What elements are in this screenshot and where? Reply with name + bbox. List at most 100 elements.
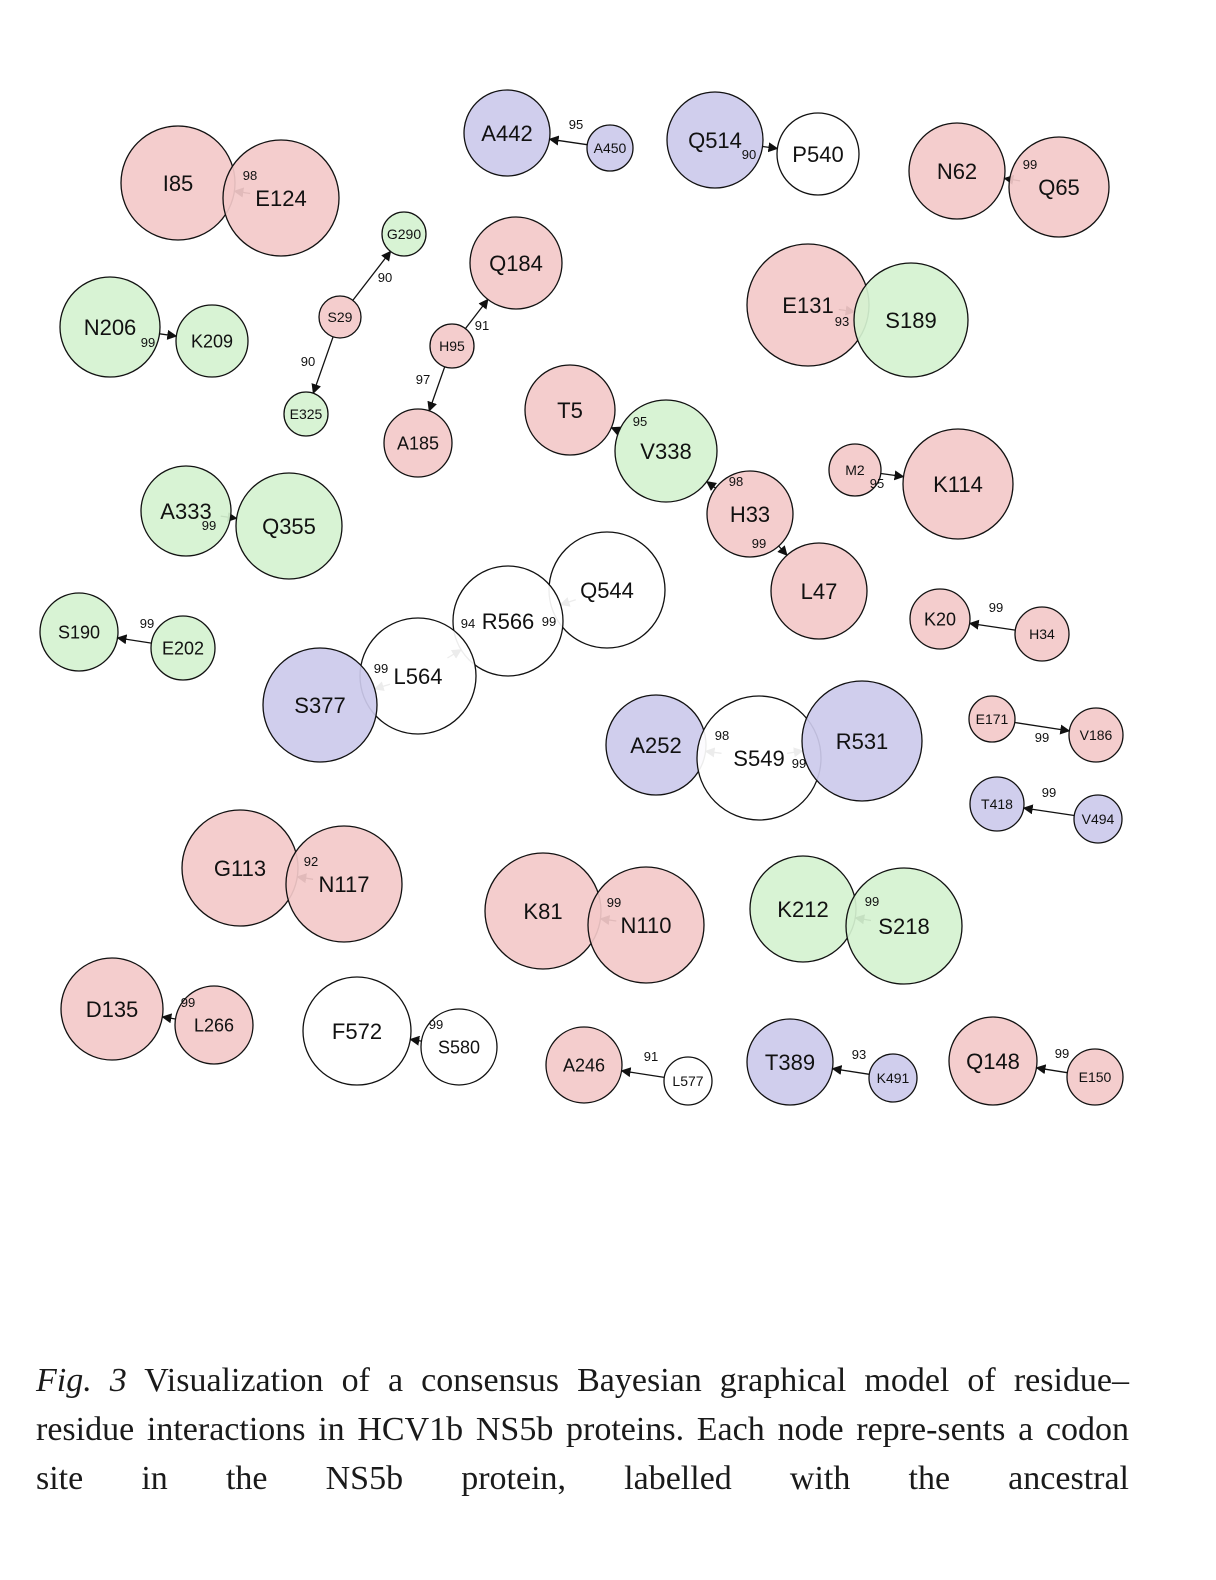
node-circle-A185	[383, 408, 453, 478]
node-circle-E202	[150, 615, 216, 681]
node-E325: E325	[283, 391, 329, 437]
node-label-Q514: Q514	[688, 128, 742, 153]
edge-weight-S218-K212: 99	[865, 894, 879, 909]
node-circle-H95	[429, 323, 475, 369]
node-I85: I85	[120, 125, 236, 241]
node-H95: H95	[429, 323, 475, 369]
node-label-V186: V186	[1080, 727, 1113, 743]
node-K212: K212	[749, 855, 857, 963]
edge-arrow-H34-K20	[968, 619, 1016, 631]
node-Q514: Q514	[666, 91, 764, 189]
node-label-K209: K209	[191, 331, 233, 351]
edge-weight-Q544-R566: 99	[542, 614, 556, 629]
node-label-I85: I85	[163, 171, 194, 196]
edge-arrow-H95-Q184	[464, 298, 489, 329]
node-S189: S189	[853, 262, 969, 378]
node-F572: F572	[302, 976, 412, 1086]
edge-arrow-A450-A442	[548, 135, 588, 146]
node-label-S190: S190	[58, 622, 100, 642]
node-circle-Q65	[1008, 136, 1110, 238]
node-E150: E150	[1066, 1048, 1124, 1106]
edge-weight-L564-R566: 94	[461, 616, 475, 631]
node-Q355: Q355	[235, 472, 343, 580]
edge-arrow-E150-Q148	[1035, 1064, 1068, 1075]
edge-weight-E124-I85: 98	[243, 168, 257, 183]
node-H34: H34	[1014, 606, 1070, 662]
node-R531: R531	[801, 680, 923, 802]
node-label-L564: L564	[394, 664, 443, 689]
edge-weight-S580-F572: 99	[429, 1017, 443, 1032]
node-V186: V186	[1068, 707, 1124, 763]
edge-weight-K491-T389: 93	[852, 1047, 866, 1062]
node-A450: A450	[586, 124, 634, 172]
node-N206: N206	[59, 276, 161, 378]
node-label-S580: S580	[438, 1037, 480, 1057]
node-label-A442: A442	[481, 121, 532, 146]
node-T5: T5	[524, 364, 616, 456]
node-label-L577: L577	[672, 1073, 703, 1089]
node-K81: K81	[484, 852, 602, 970]
node-label-N62: N62	[937, 159, 977, 184]
node-label-S29: S29	[328, 309, 353, 325]
node-M2: M2	[828, 443, 882, 497]
edge-weight-L266-D135: 99	[181, 995, 195, 1010]
node-L47: L47	[770, 542, 868, 640]
edge-arrow-E202-S190	[116, 634, 152, 645]
edge-weight-H33-L47: 99	[752, 536, 766, 551]
edge-arrow-E171-V186	[1014, 721, 1071, 735]
edge-weight-E131-S189: 93	[835, 314, 849, 329]
node-label-E150: E150	[1079, 1069, 1112, 1085]
edge-weight-S29-G290: 90	[378, 270, 392, 285]
edge-weight-N206-K209: 99	[141, 335, 155, 350]
node-label-E131: E131	[782, 293, 833, 318]
node-Q184: Q184	[469, 216, 563, 310]
node-A246: A246	[545, 1026, 623, 1104]
edge-weight-S549-A252: 98	[715, 728, 729, 743]
edge-arrow-S580-F572	[409, 1035, 422, 1046]
node-label-P540: P540	[792, 142, 843, 167]
node-label-T418: T418	[981, 796, 1013, 812]
node-label-S189: S189	[885, 308, 936, 333]
node-circle-T5	[524, 364, 616, 456]
edge-weight-N110-K81: 99	[607, 895, 621, 910]
node-K209: K209	[175, 304, 249, 378]
node-E131: E131	[746, 243, 870, 367]
node-circle-S190	[39, 592, 119, 672]
node-label-M2: M2	[845, 462, 865, 478]
node-R566: R566	[452, 565, 564, 677]
node-K114: K114	[902, 428, 1014, 540]
edge-weight-S549-R531: 99	[792, 756, 806, 771]
node-circle-V494	[1073, 794, 1123, 844]
edge-weight-Q65-N62: 99	[1023, 157, 1037, 172]
node-E124: E124	[222, 139, 340, 257]
node-label-H33: H33	[730, 502, 770, 527]
node-P540: P540	[776, 112, 860, 196]
node-circle-T418	[969, 776, 1025, 832]
node-circle-K114	[902, 428, 1014, 540]
node-circle-L577	[663, 1056, 713, 1106]
node-label-K491: K491	[877, 1070, 910, 1086]
node-circle-S218	[845, 867, 963, 985]
node-label-E202: E202	[162, 638, 204, 658]
node-circle-L266	[174, 985, 254, 1065]
node-circle-K209	[175, 304, 249, 378]
node-label-R566: R566	[482, 609, 535, 634]
node-circle-N206	[59, 276, 161, 378]
node-label-K81: K81	[523, 899, 562, 924]
edge-arrow-H33-V338	[705, 481, 717, 492]
node-label-L266: L266	[194, 1015, 234, 1035]
node-circle-S580	[420, 1008, 498, 1086]
edge-weight-E171-V186: 99	[1035, 730, 1049, 745]
edge-weight-S29-E325: 90	[301, 354, 315, 369]
edge-weight-H95-Q184: 91	[475, 318, 489, 333]
edge-arrow-K491-T389	[831, 1065, 870, 1075]
node-label-N110: N110	[621, 913, 672, 938]
node-circle-R531	[801, 680, 923, 802]
node-E171: E171	[968, 695, 1016, 743]
node-label-S549: S549	[733, 746, 784, 771]
edge-weight-N117-G113: 92	[304, 854, 318, 869]
node-L266: L266	[174, 985, 254, 1065]
node-label-E325: E325	[290, 406, 323, 422]
node-label-T5: T5	[557, 398, 583, 423]
edge-arrow-H95-A185	[427, 366, 446, 412]
